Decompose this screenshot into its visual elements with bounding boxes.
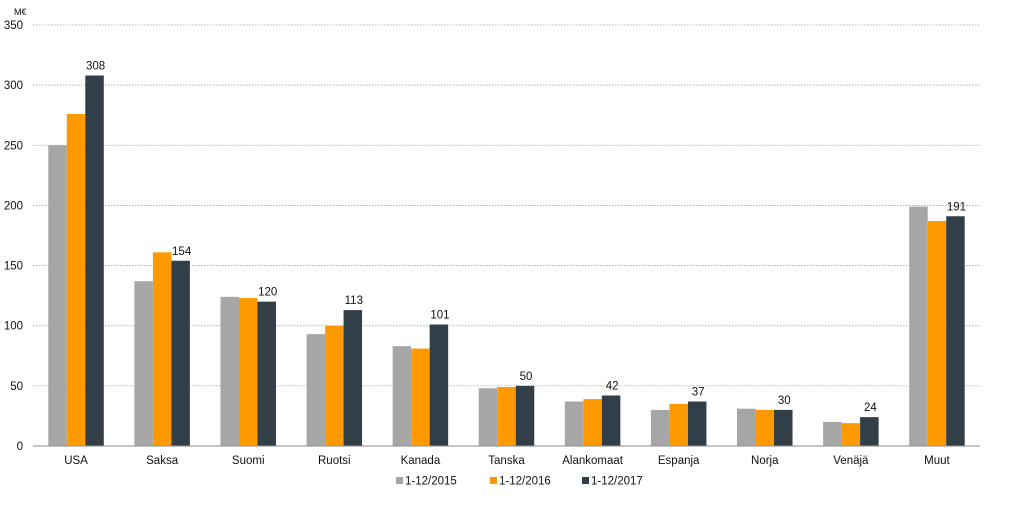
bar [946,216,965,446]
x-axis-tick-labels: USA Saksa Suomi Ruotsi Kanada Tanska Alankomaa… [64,455,950,467]
data-label: 50 [520,371,533,383]
legend-item: 1-12/2015 [396,476,457,488]
bar [478,388,498,446]
data-label: 24 [864,402,877,414]
bar [429,324,449,446]
data-label: 191 [947,201,966,213]
x-tick-label: Saksa [146,455,179,467]
legend-label: 1-12/2015 [405,476,457,488]
y-tick-label: 250 [4,140,23,152]
y-tick-label: 150 [4,261,23,273]
bar [306,334,326,446]
y-tick-label: 100 [4,321,23,333]
bar [152,252,172,446]
bar [497,387,516,446]
bar [171,260,190,446]
data-label: 113 [345,295,363,307]
bar [737,408,756,446]
bar [909,206,928,446]
bar [48,145,67,447]
gridlines [33,24,980,387]
x-tick-label: Suomi [232,455,265,467]
y-axis-unit-label: M€ [14,7,27,17]
legend-swatch [490,477,497,484]
bar [134,281,153,446]
bar [564,401,584,446]
bar [755,409,775,446]
bar [66,114,86,447]
bar [841,423,861,446]
bar [220,296,239,446]
bar [650,409,670,446]
bar [85,75,104,447]
data-label: 30 [778,395,791,407]
legend-label: 1-12/2017 [591,476,643,488]
y-tick-label: 350 [4,20,23,32]
legend-swatch [396,477,403,484]
data-labels: 308 154 120 113 101 50 42 37 30 24 191 [86,61,966,415]
x-tick-label: Norja [751,455,779,467]
bar [325,325,344,446]
bar [392,346,412,446]
x-tick-label: Alankomaat [562,455,624,467]
data-label: 308 [86,61,105,73]
data-label: 101 [430,310,449,322]
bar [257,301,276,446]
x-tick-label: Tanska [488,455,525,467]
data-label: 42 [606,380,619,392]
bar [238,298,258,446]
bar [515,385,535,446]
x-tick-label: Espanja [658,455,700,467]
legend-swatch [582,477,589,484]
bars [48,75,965,447]
y-tick-label: 0 [17,441,23,453]
legend: 1-12/2015 1-12/2016 1-12/2017 [396,476,643,488]
bar [823,421,842,446]
data-label: 37 [692,386,705,398]
y-tick-label: 200 [4,200,23,212]
bar [343,310,363,446]
bar [687,401,707,446]
y-axis-ticks: 0 50 100 150 200 250 300 350 [4,20,23,453]
y-tick-label: 300 [4,80,23,92]
bar [669,403,688,446]
legend-label: 1-12/2016 [499,476,551,488]
data-label: 120 [258,287,277,299]
bar [774,409,793,446]
bar [411,348,430,446]
x-tick-label: USA [64,455,88,467]
bar [927,221,947,446]
bar [583,399,602,446]
legend-item: 1-12/2016 [490,476,551,488]
x-tick-label: Kanada [401,455,441,467]
bar [860,417,879,446]
x-tick-label: Venäjä [833,455,869,467]
legend-item: 1-12/2017 [582,476,643,488]
bar [601,395,621,446]
data-label: 154 [172,246,192,258]
y-tick-label: 50 [10,381,23,393]
x-tick-label: Ruotsi [318,455,351,467]
x-tick-label: Muut [924,455,950,467]
